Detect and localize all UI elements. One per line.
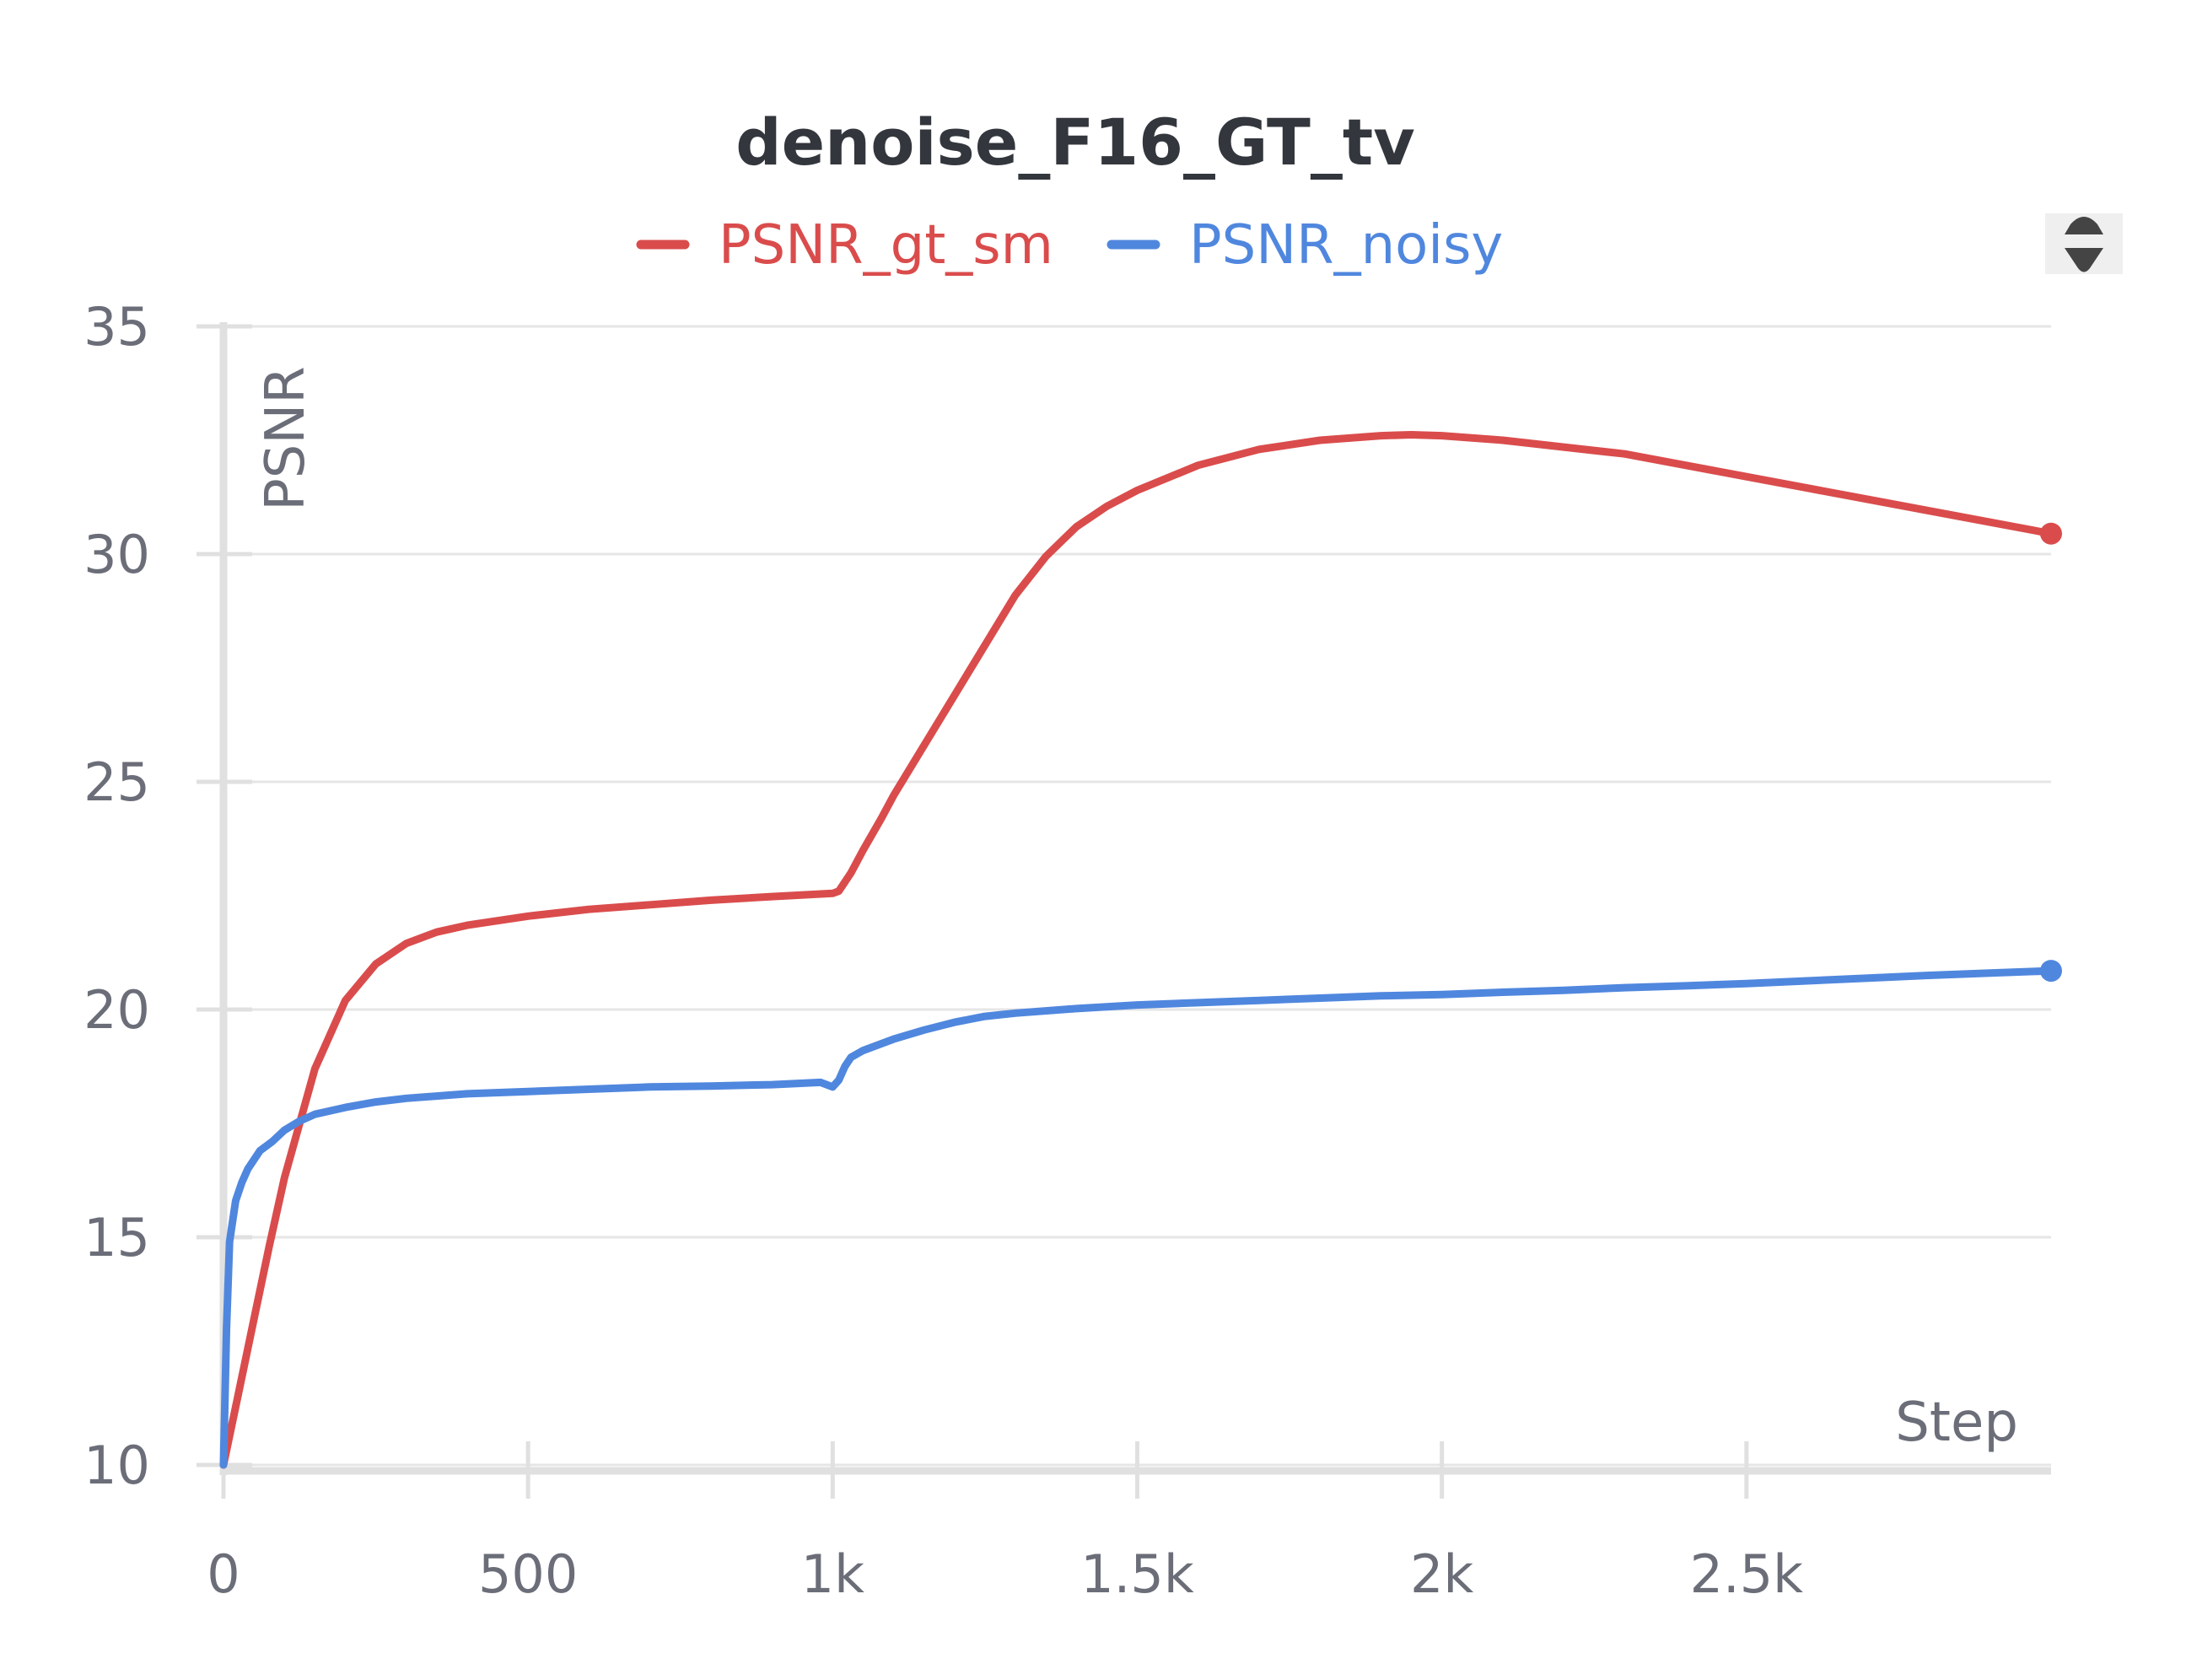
x-tick-labels: 0 500 1k 1.5k 2k 2.5k xyxy=(207,1543,1803,1605)
y-axis-label: PSNR xyxy=(255,366,317,511)
chart-title: denoise_F16_GT_tv xyxy=(735,105,1415,180)
x-tick-label: 2.5k xyxy=(1690,1543,1804,1605)
y-tick-labels: 10 15 20 25 30 35 xyxy=(83,296,150,1496)
x-axis-label: Step xyxy=(1895,1392,2018,1454)
axes xyxy=(197,322,2051,1499)
scroll-down-icon[interactable] xyxy=(2065,248,2103,272)
y-tick-label: 25 xyxy=(83,751,150,813)
x-tick-label: 1.5k xyxy=(1080,1543,1194,1605)
x-tick-label: 0 xyxy=(207,1543,240,1605)
series-line-PSNR_noisy xyxy=(219,967,2055,1469)
series-lines xyxy=(219,431,2062,1469)
series-end-point xyxy=(2040,522,2062,545)
series-end-point xyxy=(2040,960,2062,983)
series-line-PSNR_gt_sm xyxy=(219,431,2055,1469)
x-tick-label: 1k xyxy=(801,1543,864,1605)
legend-label: PSNR_noisy xyxy=(1189,214,1503,277)
x-tick-label: 2k xyxy=(1410,1543,1473,1605)
y-tick-label: 35 xyxy=(83,296,150,358)
y-tick-label: 20 xyxy=(83,979,150,1041)
legend: PSNR_gt_sm PSNR_noisy xyxy=(636,214,1503,277)
y-tick-label: 30 xyxy=(83,524,150,585)
scroll-up-icon[interactable] xyxy=(2065,217,2103,234)
x-tick-label: 500 xyxy=(478,1543,578,1605)
y-tick-label: 15 xyxy=(83,1207,150,1268)
y-tick-label: 10 xyxy=(83,1435,150,1496)
legend-scroll-button[interactable] xyxy=(2045,213,2123,274)
legend-label: PSNR_gt_sm xyxy=(719,214,1053,277)
